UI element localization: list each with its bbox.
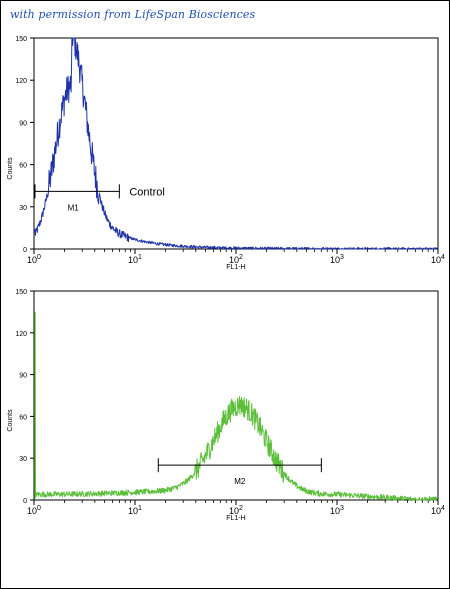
y-tick-label: 120 (15, 331, 27, 338)
credit-text: with permission from LifeSpan Bioscience… (10, 8, 256, 21)
y-tick-label: 30 (19, 456, 27, 463)
gate-label: M2 (234, 477, 246, 486)
x-tick-label: 104 (431, 505, 445, 516)
x-tick-label: 103 (330, 505, 344, 516)
x-tick-label: 100 (27, 505, 41, 516)
histogram-series (34, 311, 438, 501)
x-tick-label: 102 (229, 505, 243, 516)
y-axis-label: Counts (7, 157, 14, 180)
x-tick-label: 104 (431, 254, 445, 265)
x-tick-label: 101 (128, 254, 142, 265)
y-tick-label: 60 (19, 163, 27, 170)
y-tick-label: 150 (15, 36, 27, 43)
y-tick-label: 0 (23, 498, 27, 505)
y-tick-label: 30 (19, 205, 27, 212)
histogram-series (34, 37, 438, 250)
y-tick-label: 90 (19, 373, 27, 380)
x-axis-label: FL1-H (226, 515, 245, 522)
y-axis-label: Counts (7, 409, 14, 432)
plot-frame (33, 290, 439, 501)
x-tick-label: 102 (229, 254, 243, 265)
y-tick-label: 60 (19, 414, 27, 421)
histogram-panel-1: 0 30 60 90 120 150 Counts 100 101 102 103 104 FL1-H M… (7, 36, 445, 271)
y-tick-label: 90 (19, 120, 27, 127)
x-tick-label: 101 (128, 505, 142, 516)
x-axis-label: FL1-H (226, 264, 245, 271)
gate-label: M1 (68, 203, 80, 212)
histogram-panel-2: 0 30 60 90 120 150 Counts 100 101 102 103 104 FL1-H M… (7, 289, 445, 522)
y-tick-label: 120 (15, 78, 27, 85)
y-tick-label: 0 (23, 247, 27, 254)
plot-frame (33, 37, 439, 250)
control-annotation: Control (129, 186, 164, 198)
y-tick-label: 150 (15, 289, 27, 296)
x-tick-label: 100 (27, 254, 41, 265)
x-tick-label: 103 (330, 254, 344, 265)
